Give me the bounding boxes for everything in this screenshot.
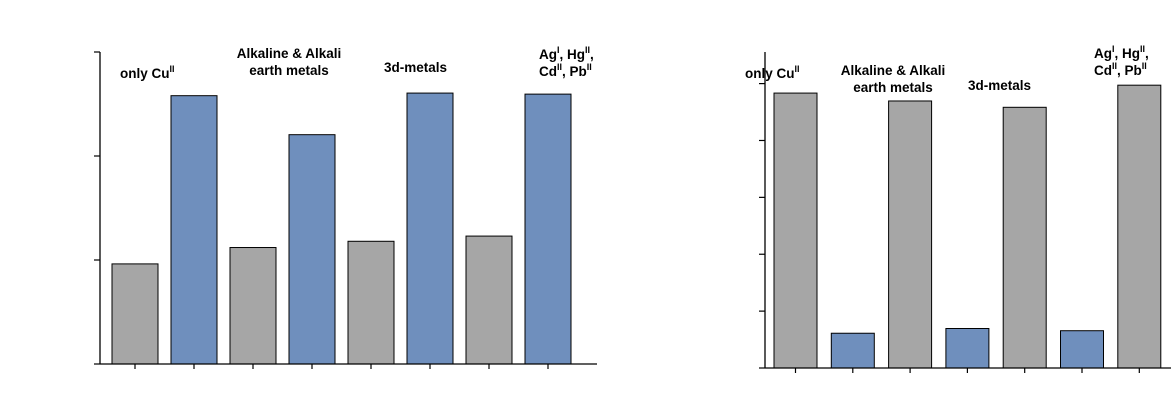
annotation-superscript: II: [587, 62, 592, 72]
annotation-superscript: II: [795, 64, 800, 74]
bar-s3: [888, 100, 933, 369]
annotation-text: , Pb: [1117, 63, 1142, 78]
group-annotation: AgI, HgII,: [539, 45, 594, 62]
annotation-text: Cd: [1094, 63, 1112, 78]
bar-s5: [1002, 106, 1047, 369]
annotation-text: , Pb: [562, 64, 587, 79]
bar-s6: [406, 92, 454, 365]
bar-s4: [945, 328, 990, 369]
annotation-text: Ag: [539, 47, 557, 62]
annotation-superscript: I: [557, 45, 560, 55]
bar-s7: [1117, 84, 1162, 369]
annotation-superscript: I: [1112, 44, 1115, 54]
group-annotation: Alkaline & Alkali: [841, 63, 946, 78]
annotation-text: earth metals: [853, 80, 933, 95]
bar-s2: [830, 332, 875, 369]
annotation-superscript: II: [557, 62, 562, 72]
annotation-text: only Cu: [120, 66, 170, 81]
annotation-superscript: II: [1142, 61, 1147, 71]
bar-s6: [1060, 330, 1104, 369]
annotation-text: , Hg: [1115, 46, 1141, 61]
annotation-text: Ag: [1094, 46, 1112, 61]
bar-s7: [465, 235, 513, 365]
group-annotation: earth metals: [249, 63, 329, 78]
group-annotation: Alkaline & Alkali: [237, 46, 342, 61]
bar-s8: [524, 93, 572, 365]
group-annotation: only CuII: [120, 64, 175, 81]
annotation-text: Cd: [539, 64, 557, 79]
bar-s2: [170, 95, 218, 365]
bar-s3: [229, 247, 277, 365]
annotation-text: ,: [590, 47, 594, 62]
group-annotation: only CuII: [745, 64, 800, 81]
annotation-text: Alkaline & Alkali: [237, 46, 342, 61]
group-annotation: 3d-metals: [968, 78, 1031, 93]
bar-s1: [111, 263, 159, 365]
group-annotation: CdII, PbII: [539, 62, 592, 79]
annotation-text: 3d-metals: [968, 78, 1031, 93]
annotation-text: , Hg: [560, 47, 586, 62]
annotation-text: earth metals: [249, 63, 329, 78]
annotation-text: only Cu: [745, 66, 795, 81]
annotation-text: 3d-metals: [384, 60, 447, 75]
bar-s1: [773, 92, 818, 369]
annotation-superscript: II: [1140, 44, 1145, 54]
group-annotation: CdII, PbII: [1094, 61, 1147, 78]
bar-s5: [347, 240, 395, 365]
annotation-superscript: II: [170, 64, 175, 74]
group-annotation: AgI, HgII,: [1094, 44, 1149, 61]
annotation-superscript: II: [1112, 61, 1117, 71]
annotation-text: Alkaline & Alkali: [841, 63, 946, 78]
annotation-superscript: II: [585, 45, 590, 55]
annotation-text: ,: [1145, 46, 1149, 61]
bar-s4: [288, 134, 336, 365]
group-annotation: 3d-metals: [384, 60, 447, 75]
group-annotation: earth metals: [853, 80, 933, 95]
